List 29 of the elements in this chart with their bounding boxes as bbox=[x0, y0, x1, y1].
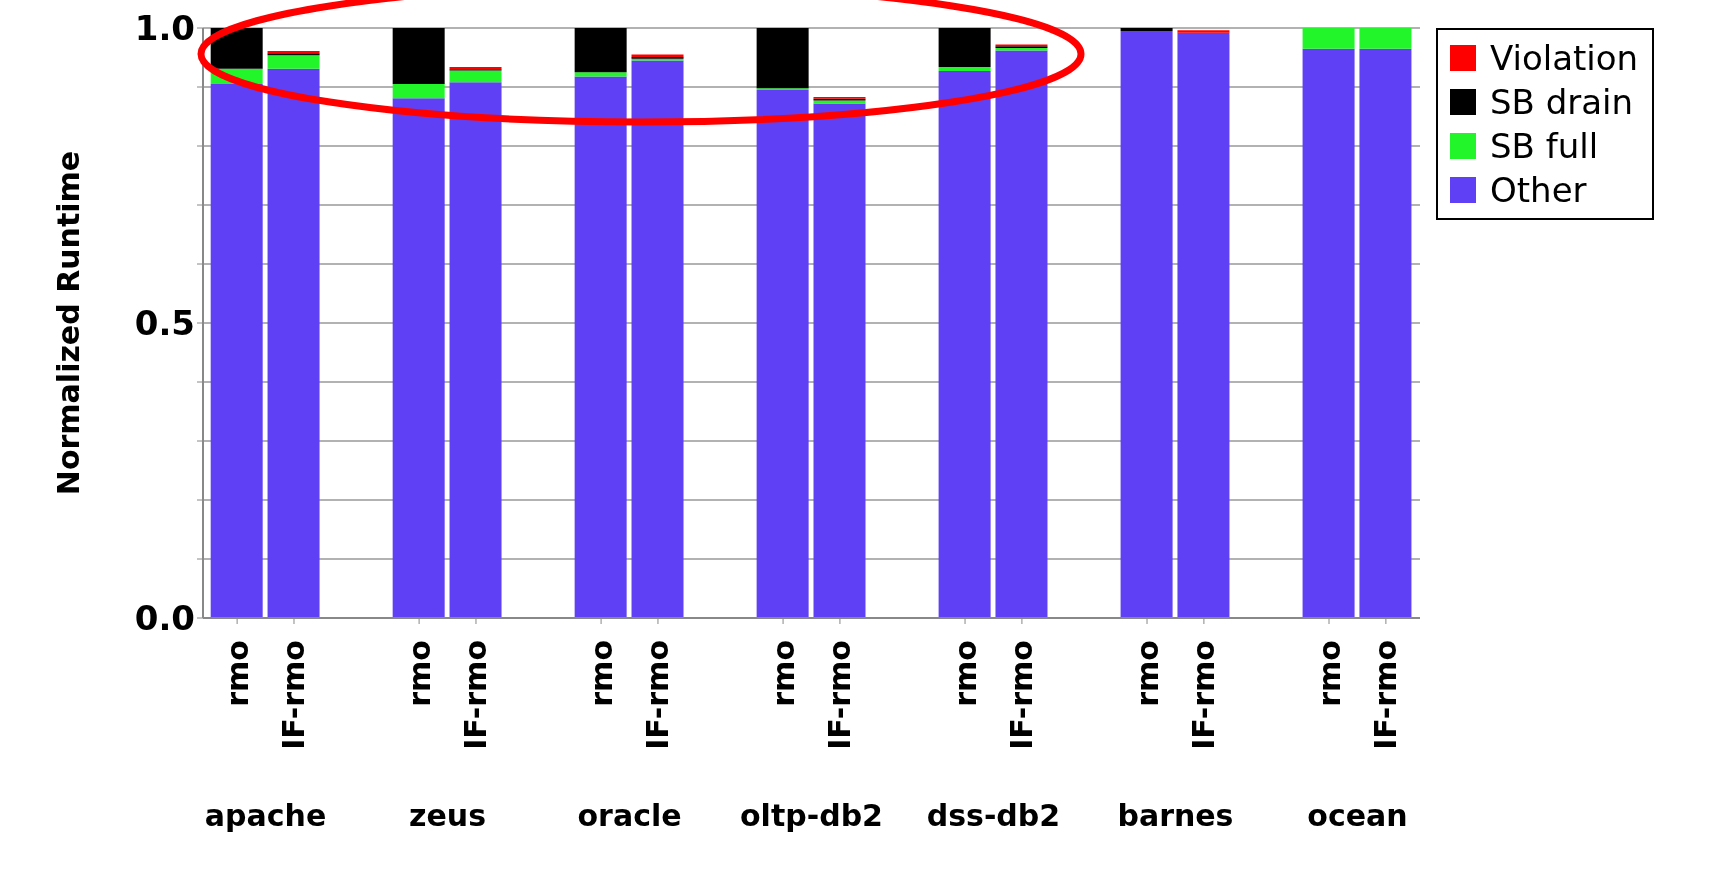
text: zeus bbox=[408, 798, 488, 833]
x-tick-label: IF-rmo bbox=[822, 640, 858, 750]
y-tick-label: 0.0 bbox=[134, 598, 195, 639]
x-tick-label: IF-rmo bbox=[1186, 640, 1222, 750]
x-tick-label: rmo bbox=[219, 640, 255, 707]
text: oltp-db2 bbox=[739, 798, 884, 833]
y-axis-title: Normalized Runtime bbox=[50, 150, 86, 496]
x-tick-label: rmo bbox=[401, 640, 437, 707]
legend-label: SB drain bbox=[1490, 81, 1634, 124]
text: ocean bbox=[1306, 798, 1409, 833]
x-tick-label: IF-rmo bbox=[1368, 640, 1404, 750]
text: dss-db2 bbox=[925, 798, 1062, 833]
text: oracle bbox=[576, 798, 683, 833]
x-tick-label: rmo bbox=[1311, 640, 1347, 707]
x-tick-label: rmo bbox=[583, 640, 619, 707]
text: apache bbox=[203, 798, 328, 833]
y-tick-label: 1.0 bbox=[134, 8, 195, 49]
x-tick-label: IF-rmo bbox=[1004, 640, 1040, 750]
x-tick-label: IF-rmo bbox=[276, 640, 312, 750]
x-tick-label: IF-rmo bbox=[458, 640, 494, 750]
legend-label: Other bbox=[1490, 169, 1587, 212]
text: barnes bbox=[1116, 798, 1235, 833]
x-tick-label: rmo bbox=[947, 640, 983, 707]
x-tick-label: rmo bbox=[765, 640, 801, 707]
x-tick-label: IF-rmo bbox=[640, 640, 676, 750]
legend-label: SB full bbox=[1490, 125, 1599, 168]
legend-label: Violation bbox=[1490, 37, 1639, 80]
y-tick-label: 0.5 bbox=[134, 303, 195, 344]
x-tick-label: rmo bbox=[1129, 640, 1165, 707]
